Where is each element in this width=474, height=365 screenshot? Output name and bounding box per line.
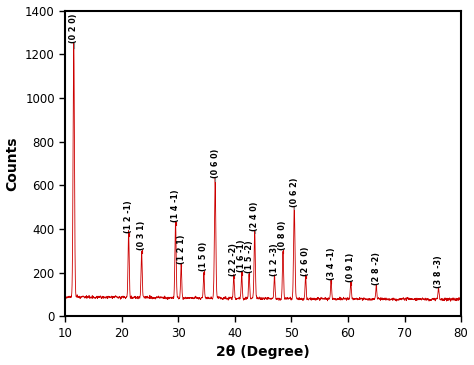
Text: (0 6 0): (0 6 0)	[210, 149, 219, 178]
Text: (1 5 -2): (1 5 -2)	[245, 241, 254, 273]
Text: (0 8 0): (0 8 0)	[278, 221, 287, 250]
Text: (2 8 -2): (2 8 -2)	[372, 253, 381, 285]
Text: (2 6 0): (2 6 0)	[301, 246, 310, 276]
Text: (0 9 1): (0 9 1)	[346, 253, 356, 282]
Text: (2 2 -2): (2 2 -2)	[229, 243, 238, 276]
Text: (1 2 1): (1 2 1)	[177, 234, 186, 264]
Text: (0 2 0): (0 2 0)	[69, 14, 78, 43]
Text: (1 5 0): (1 5 0)	[199, 242, 208, 271]
Text: (3 4 -1): (3 4 -1)	[327, 247, 336, 280]
Text: (1 6 -1): (1 6 -1)	[237, 240, 246, 272]
Text: (0 3 1): (0 3 1)	[137, 221, 146, 250]
Text: (1 4 -1): (1 4 -1)	[171, 189, 180, 222]
X-axis label: 2θ (Degree): 2θ (Degree)	[216, 345, 310, 360]
Text: (1 2 -1): (1 2 -1)	[124, 200, 133, 233]
Text: (2 4 0): (2 4 0)	[250, 201, 259, 231]
Text: (3 8 -3): (3 8 -3)	[434, 255, 443, 288]
Text: (0 6 2): (0 6 2)	[290, 177, 299, 207]
Text: (1 2 -3): (1 2 -3)	[270, 243, 279, 276]
Y-axis label: Counts: Counts	[6, 136, 19, 191]
